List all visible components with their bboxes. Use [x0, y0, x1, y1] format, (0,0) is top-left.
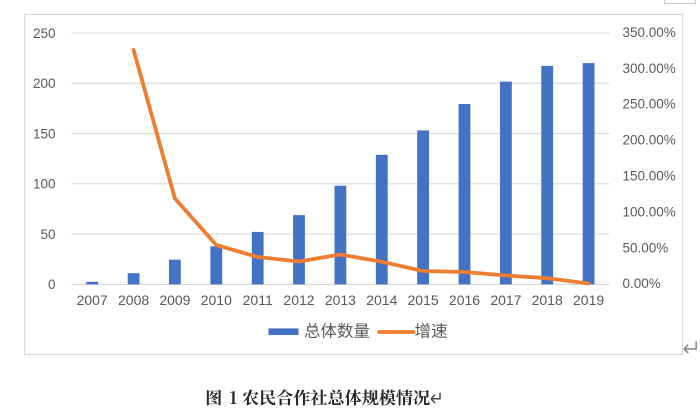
svg-text:2019: 2019	[573, 292, 604, 308]
svg-text:2013: 2013	[325, 292, 356, 308]
svg-text:2016: 2016	[449, 292, 480, 308]
svg-text:100.00%: 100.00%	[623, 204, 676, 219]
svg-text:2010: 2010	[201, 292, 232, 308]
svg-text:2017: 2017	[490, 292, 521, 308]
svg-text:2012: 2012	[283, 292, 314, 308]
svg-text:2018: 2018	[532, 292, 563, 308]
svg-text:2015: 2015	[408, 292, 439, 308]
svg-text:50.00%: 50.00%	[623, 240, 669, 255]
svg-text:2014: 2014	[366, 292, 397, 308]
svg-text:250.00%: 250.00%	[623, 97, 676, 112]
svg-text:2011: 2011	[243, 292, 273, 308]
svg-text:2007: 2007	[77, 292, 108, 308]
svg-text:2008: 2008	[118, 292, 149, 308]
svg-text:150.00%: 150.00%	[623, 169, 676, 184]
svg-text:200.00%: 200.00%	[623, 133, 676, 148]
svg-text:0.00%: 0.00%	[623, 276, 661, 291]
svg-text:200: 200	[33, 76, 56, 91]
svg-text:300.00%: 300.00%	[623, 61, 676, 76]
svg-text:150: 150	[33, 126, 56, 141]
svg-text:2009: 2009	[159, 292, 190, 308]
svg-text:100: 100	[33, 177, 56, 192]
svg-text:250: 250	[33, 26, 56, 41]
svg-text:50: 50	[40, 227, 55, 242]
svg-text:350.00%: 350.00%	[623, 25, 676, 40]
svg-text:0: 0	[48, 277, 56, 292]
